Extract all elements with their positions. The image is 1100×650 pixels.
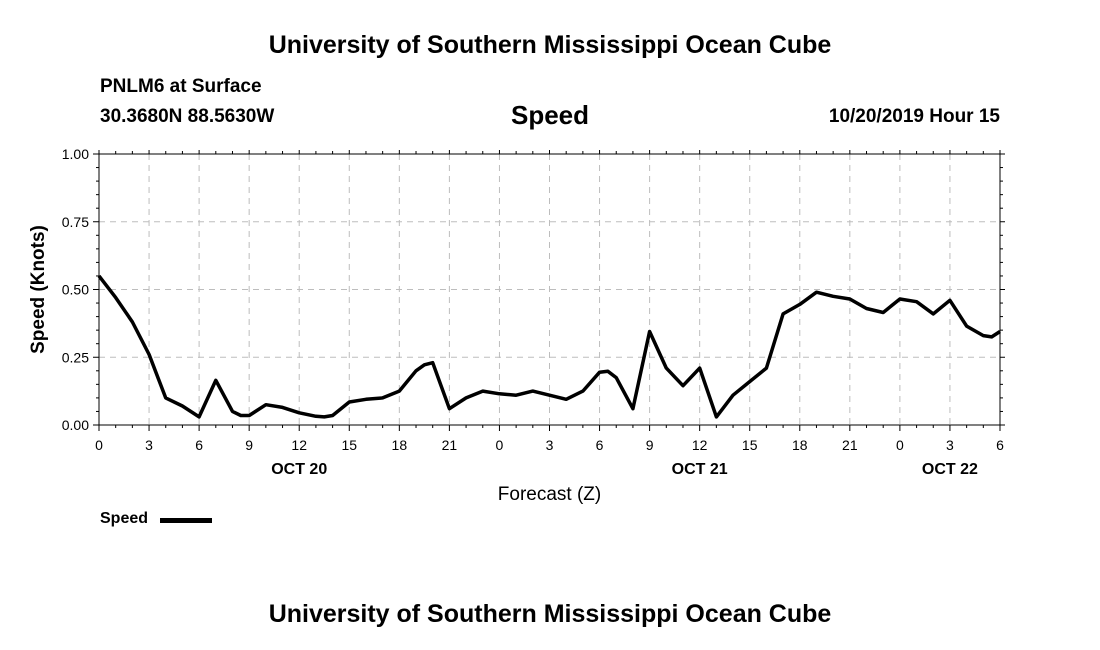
x-tick-label: 6 — [195, 437, 203, 453]
x-tick-label: 21 — [442, 437, 458, 453]
x-tick-label: 0 — [95, 437, 103, 453]
x-tick-label: 18 — [392, 437, 408, 453]
legend-swatch — [160, 518, 212, 523]
x-tick-label: 3 — [145, 437, 153, 453]
axis-labels: 0 3 6 9 12 15 18 21 0 3 6 9 12 15 18 21 0 3 6 0.00 0.25 0.50 0… — [62, 146, 1004, 478]
y-tick-label: 0.50 — [62, 282, 89, 298]
x-tick-label: 15 — [742, 437, 758, 453]
x-tick-label: 18 — [792, 437, 808, 453]
valid-time-label: 10/20/2019 Hour 15 — [828, 106, 1000, 127]
date-label: OCT 22 — [922, 461, 978, 478]
date-label: OCT 20 — [271, 461, 327, 478]
grid — [99, 154, 1000, 425]
x-tick-label: 0 — [896, 437, 904, 453]
x-tick-label: 0 — [496, 437, 504, 453]
x-tick-label: 9 — [646, 437, 654, 453]
x-tick-label: 9 — [245, 437, 253, 453]
x-tick-label: 12 — [692, 437, 708, 453]
y-axis-title: Speed (Knots) — [28, 225, 49, 354]
report-title: University of Southern Mississippi Ocean… — [268, 31, 832, 59]
y-tick-label: 1.00 — [62, 146, 89, 162]
y-tick-label: 0.00 — [62, 417, 89, 433]
coordinates-label: 30.3680N 88.5630W — [100, 106, 275, 127]
footer-title: University of Southern Mississippi Ocean… — [268, 600, 832, 628]
y-tick-label: 0.25 — [62, 349, 89, 365]
x-tick-label: 12 — [291, 437, 307, 453]
legend-label: Speed — [100, 510, 149, 527]
x-tick-label: 6 — [996, 437, 1004, 453]
station-label: PNLM6 at Surface — [100, 76, 262, 97]
x-tick-label: 3 — [546, 437, 554, 453]
x-tick-label: 21 — [842, 437, 858, 453]
speed-series-line — [97, 274, 1001, 419]
axis-ticks — [93, 150, 1005, 431]
x-axis-title: Forecast (Z) — [498, 484, 601, 505]
x-tick-label: 3 — [946, 437, 954, 453]
y-tick-label: 0.75 — [62, 214, 89, 230]
x-tick-label: 6 — [596, 437, 604, 453]
x-tick-label: 15 — [341, 437, 357, 453]
chart-title: Speed — [510, 100, 590, 130]
date-label: OCT 21 — [672, 461, 728, 478]
